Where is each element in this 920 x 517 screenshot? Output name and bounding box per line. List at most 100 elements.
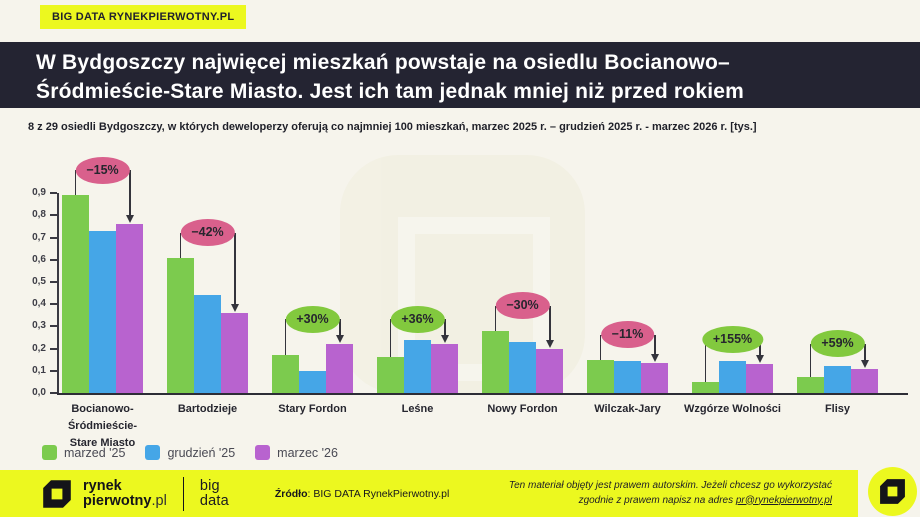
- bracket-right-line: [234, 232, 236, 305]
- bracket-left-line: [179, 232, 182, 258]
- bar: [719, 360, 746, 393]
- bracket-right-line: [549, 305, 551, 340]
- brand-logo: rynek pierwotny.pl: [40, 479, 167, 509]
- change-arrow-icon: [545, 339, 554, 348]
- bar: [221, 313, 248, 393]
- bar: [482, 330, 509, 393]
- bracket-right-line: [339, 319, 341, 336]
- bar: [746, 364, 773, 393]
- category-label: Nowy Fordon: [487, 403, 558, 415]
- y-tick-mark: [50, 192, 57, 195]
- change-arrow-icon: [230, 304, 239, 313]
- legend-item: marzed '25: [42, 445, 125, 460]
- x-axis-line: [57, 393, 908, 395]
- legend-swatch: [42, 445, 57, 460]
- bar: [641, 363, 668, 393]
- y-tick-label: 0,5: [32, 276, 46, 287]
- bracket-right-line: [864, 343, 866, 360]
- bracket-left-line: [494, 305, 497, 331]
- y-tick-mark: [50, 258, 57, 261]
- chart-subtitle: 8 z 29 osiedli Bydgoszczy, w których dew…: [28, 121, 757, 133]
- bar: [431, 344, 458, 393]
- category-label: Wilczak-Jary: [594, 403, 661, 415]
- bar: [326, 344, 353, 393]
- legend-label: grudzień '25: [167, 445, 236, 460]
- y-tick-label: 0,2: [32, 342, 46, 354]
- legend-item: grudzień '25: [145, 445, 235, 460]
- y-tick-mark: [50, 369, 57, 372]
- change-badge: −11%: [600, 321, 655, 349]
- bracket-left-line: [704, 339, 707, 382]
- y-tick-label: 0,8: [32, 209, 46, 221]
- bracket-left-line: [389, 319, 392, 358]
- change-arrow-icon: [755, 355, 764, 364]
- y-tick-label: 0,0: [32, 387, 46, 398]
- change-badge: +155%: [701, 325, 764, 353]
- category-label: Wzgórze Wolności: [684, 403, 781, 415]
- title-bar: W Bydgoszczy najwięcej mieszkań powstaje…: [0, 42, 920, 108]
- bracket-left-line: [809, 343, 812, 378]
- legend-swatch: [255, 445, 271, 460]
- y-tick-mark: [50, 236, 57, 239]
- brand-word-pierwotny-bold: pierwotny: [83, 492, 152, 509]
- bracket-right-line: [759, 339, 761, 356]
- copyright-note: Ten materiał objęty jest prawem autorski…: [509, 479, 832, 508]
- rynekpierwotny-logo-icon: [43, 479, 71, 508]
- bigdata-wordmark: big data: [200, 479, 229, 508]
- y-tick-label: 0,3: [32, 320, 46, 332]
- category-label: Bocianowo- Śródmieście- Stare Miasto: [67, 403, 138, 450]
- y-tick-label: 0,4: [32, 298, 46, 310]
- change-arrow-icon: [125, 215, 134, 224]
- bar: [272, 355, 299, 393]
- brand-word-pierwotny: pierwotny.pl: [83, 492, 167, 509]
- y-tick-label: 0,9: [32, 187, 46, 199]
- bar: [194, 295, 221, 393]
- bracket-right-line: [654, 334, 656, 355]
- bar: [692, 381, 719, 393]
- change-badge: +59%: [810, 330, 865, 358]
- legend-label: marzed '25: [64, 445, 126, 460]
- change-arrow-icon: [860, 359, 869, 368]
- footer-bar: rynek pierwotny.pl big data Źródło: BIG …: [0, 470, 858, 517]
- change-arrow-icon: [650, 354, 659, 363]
- y-tick-label: 0,1: [32, 364, 46, 376]
- bar-chart: 0,0 0,1 0,2 0,3 0,4 0,5 0,6 0,7 0,8 0,9 Bocianowo-…: [0, 150, 920, 450]
- footer-divider: [182, 476, 184, 511]
- bar: [614, 360, 641, 393]
- brand-wordmark: rynek pierwotny.pl: [83, 479, 167, 508]
- bar: [797, 377, 824, 393]
- brand-word-pl: .pl: [151, 492, 167, 509]
- y-tick-label: 0,6: [32, 253, 46, 265]
- bar: [536, 348, 563, 393]
- page-title-line2: Śródmieście-Stare Miasto. Jest ich tam j…: [36, 80, 744, 103]
- bracket-right-line: [129, 170, 131, 216]
- change-arrow-icon: [335, 335, 344, 344]
- source-note: Źródło: BIG DATA RynekPierwotny.pl: [275, 488, 449, 500]
- bar: [587, 359, 614, 393]
- bar: [404, 339, 431, 393]
- legend-item: marzec '26: [255, 445, 338, 460]
- source-label: Źródło: [274, 487, 308, 500]
- bar: [851, 368, 878, 393]
- copyright-line1: Ten materiał objęty jest prawem autorski…: [508, 480, 832, 491]
- y-tick-mark: [50, 392, 57, 394]
- bar: [116, 224, 143, 393]
- change-arrow-icon: [440, 335, 449, 344]
- change-badge: +36%: [390, 305, 445, 333]
- brand-badge: BIG DATA RYNEKPIERWOTNY.PL: [40, 5, 247, 29]
- rights-email-link[interactable]: pr@rynekpierwotny.pl: [735, 494, 832, 506]
- bracket-left-line: [74, 170, 77, 196]
- legend-label: marzec '26: [277, 445, 338, 460]
- bar: [509, 341, 536, 393]
- bar: [89, 230, 116, 393]
- bar: [299, 370, 326, 393]
- copyright-line2-text: zgodnie z prawem napisz na adres: [578, 494, 736, 506]
- legend-swatch: [145, 445, 161, 460]
- bar: [824, 366, 851, 393]
- category-label: Stary Fordon: [278, 403, 347, 415]
- category-label: Flisy: [824, 403, 851, 415]
- y-tick-label: 0,7: [32, 231, 46, 243]
- source-value: : BIG DATA RynekPierwotny.pl: [307, 487, 450, 500]
- y-tick-mark: [50, 303, 57, 306]
